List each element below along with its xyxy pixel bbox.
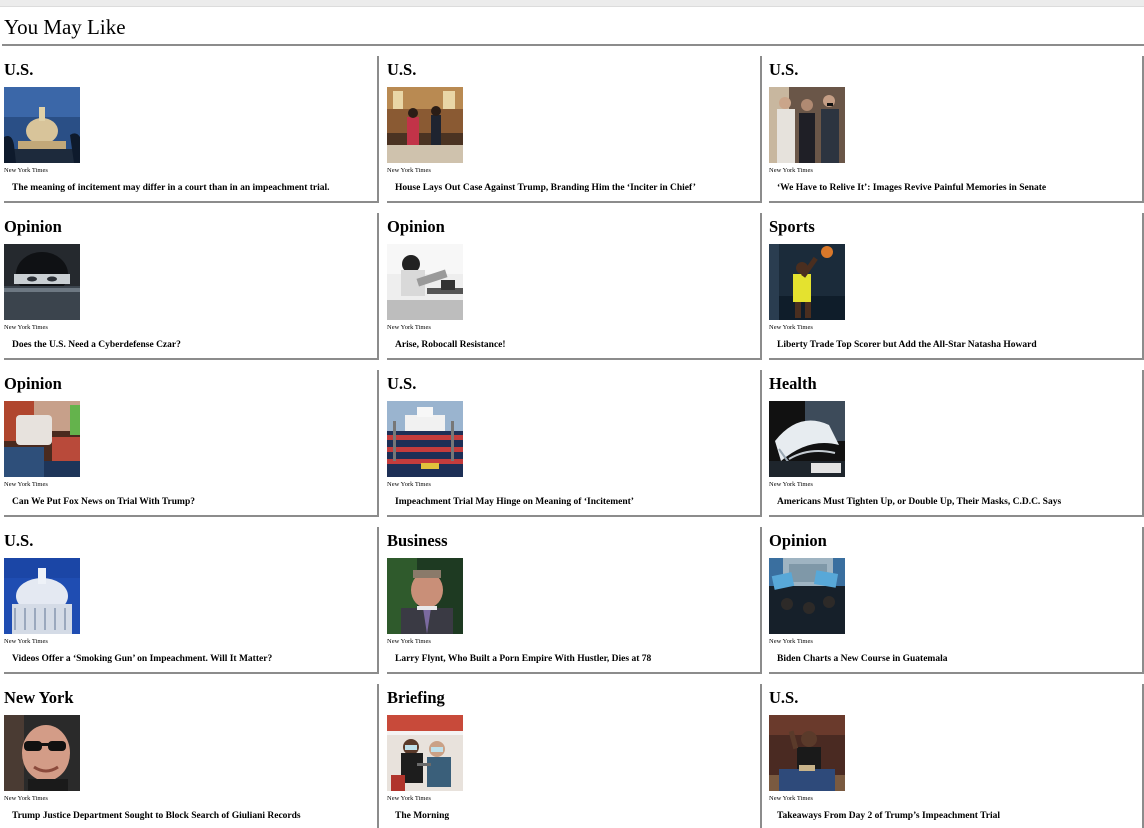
article-card[interactable]: New York New York Times Trump Justice Depa… [4, 684, 379, 828]
article-source: New York Times [4, 795, 48, 802]
article-section-label: U.S. [769, 60, 799, 79]
article-source: New York Times [769, 638, 813, 645]
article-section-label: New York [4, 688, 74, 707]
telephone-operator-image[interactable] [387, 244, 463, 320]
article-card[interactable]: U.S. New York Times Videos Offer a ‘Smokin… [4, 527, 379, 674]
speaker-podium-image[interactable] [769, 715, 845, 791]
article-source: New York Times [4, 638, 48, 645]
basketball-player-image[interactable] [769, 244, 845, 320]
article-card[interactable]: Briefing New York Times The Morning [387, 684, 762, 828]
article-source: New York Times [387, 167, 431, 174]
article-source: New York Times [387, 638, 431, 645]
article-section-label: Opinion [4, 217, 62, 236]
article-section-label: U.S. [4, 60, 34, 79]
article-source: New York Times [4, 167, 48, 174]
article-headline-link[interactable]: Takeaways From Day 2 of Trump’s Impeachm… [777, 811, 1000, 821]
article-source: New York Times [4, 324, 48, 331]
article-source: New York Times [387, 324, 431, 331]
article-headline-link[interactable]: Does the U.S. Need a Cyberdefense Czar? [12, 340, 181, 350]
article-card[interactable]: Sports New York Times Liberty Trade Top Sc… [769, 213, 1144, 360]
article-headline-link[interactable]: Arise, Robocall Resistance! [395, 340, 506, 350]
article-card[interactable]: Opinion New York Times Arise, Robocall Res… [387, 213, 762, 360]
article-headline-link[interactable]: Americans Must Tighten Up, or Double Up,… [777, 497, 1062, 507]
larry-flynt-portrait-image[interactable] [387, 558, 463, 634]
article-section-label: Sports [769, 217, 815, 236]
section-divider [2, 44, 1144, 46]
senate-chamber-image[interactable] [387, 87, 463, 163]
article-card[interactable]: Health New York Times Americans Must Tight… [769, 370, 1144, 517]
recommendation-grid: U.S. New York Times The meaning of incitem… [0, 46, 1144, 828]
article-card[interactable]: U.S. New York Times ‘We Have to Relive It’… [769, 56, 1144, 203]
giuliani-portrait-image[interactable] [4, 715, 80, 791]
guatemala-protest-image[interactable] [769, 558, 845, 634]
capitol-dome-day-image[interactable] [4, 558, 80, 634]
article-source: New York Times [769, 795, 813, 802]
article-source: New York Times [769, 481, 813, 488]
article-source: New York Times [769, 167, 813, 174]
article-headline-link[interactable]: Liberty Trade Top Scorer but Add the All… [777, 340, 1037, 350]
article-section-label: U.S. [387, 374, 417, 393]
article-card[interactable]: U.S. New York Times The meaning of incitem… [4, 56, 379, 203]
article-source: New York Times [387, 481, 431, 488]
white-house-rally-image[interactable] [387, 401, 463, 477]
browser-top-strip [0, 0, 1144, 7]
article-section-label: Briefing [387, 688, 445, 707]
article-card[interactable]: U.S. New York Times Impeachment Trial May … [387, 370, 762, 517]
article-source: New York Times [769, 324, 813, 331]
article-source: New York Times [4, 481, 48, 488]
article-section-label: Opinion [4, 374, 62, 393]
article-section-label: Opinion [387, 217, 445, 236]
mask-fabric-image[interactable] [769, 401, 845, 477]
article-headline-link[interactable]: Videos Offer a ‘Smoking Gun’ on Impeachm… [12, 654, 273, 664]
article-headline-link[interactable]: The Morning [395, 811, 450, 821]
fox-news-screens-image[interactable] [4, 401, 80, 477]
article-headline-link[interactable]: Trump Justice Department Sought to Block… [12, 811, 301, 821]
article-headline-link[interactable]: House Lays Out Case Against Trump, Brand… [395, 183, 696, 193]
article-card[interactable]: U.S. New York Times House Lays Out Case Ag… [387, 56, 762, 203]
article-section-label: Business [387, 531, 448, 550]
article-section-label: Health [769, 374, 817, 393]
section-title: You May Like [4, 15, 126, 39]
article-headline-link[interactable]: Biden Charts a New Course in Guatemala [777, 654, 948, 664]
article-section-label: U.S. [769, 688, 799, 707]
vaccination-image[interactable] [387, 715, 463, 791]
capitol-dome-night-image[interactable] [4, 87, 80, 163]
article-headline-link[interactable]: Larry Flynt, Who Built a Porn Empire Wit… [395, 654, 652, 664]
article-card[interactable]: Opinion New York Times Can We Put Fox News… [4, 370, 379, 517]
article-headline-link[interactable]: Impeachment Trial May Hinge on Meaning o… [395, 497, 634, 507]
senators-hallway-image[interactable] [769, 87, 845, 163]
face-behind-screen-image[interactable] [4, 244, 80, 320]
article-headline-link[interactable]: ‘We Have to Relive It’: Images Revive Pa… [777, 183, 1047, 193]
article-section-label: Opinion [769, 531, 827, 550]
article-card[interactable]: Opinion New York Times Does the U.S. Need … [4, 213, 379, 360]
article-headline-link[interactable]: The meaning of incitement may differ in … [12, 183, 330, 193]
article-headline-link[interactable]: Can We Put Fox News on Trial With Trump? [12, 497, 195, 507]
article-section-label: U.S. [4, 531, 34, 550]
article-card[interactable]: U.S. New York Times Takeaways From Day 2 o… [769, 684, 1144, 828]
article-card[interactable]: Opinion New York Times Biden Charts a New … [769, 527, 1144, 674]
article-source: New York Times [387, 795, 431, 802]
article-section-label: U.S. [387, 60, 417, 79]
article-card[interactable]: Business New York Times Larry Flynt, Who B… [387, 527, 762, 674]
